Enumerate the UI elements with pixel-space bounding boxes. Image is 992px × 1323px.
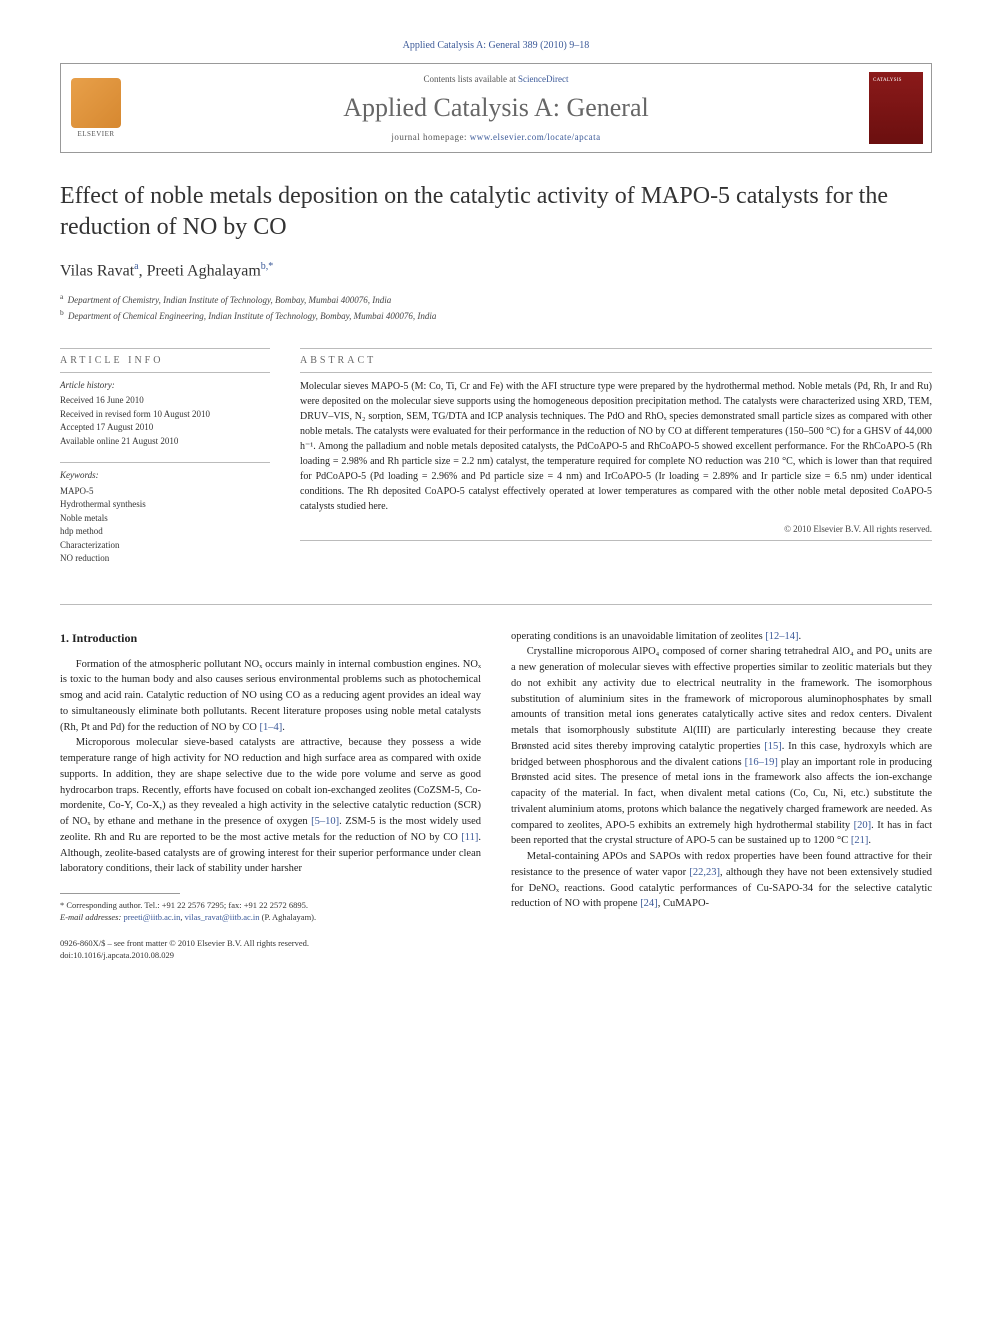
- affiliation-b: b Department of Chemical Engineering, In…: [60, 307, 932, 324]
- abstract-text: Molecular sieves MAPO-5 (M: Co, Ti, Cr a…: [300, 379, 932, 514]
- ref-link[interactable]: [11]: [461, 832, 478, 843]
- corresponding-author: * Corresponding author. Tel.: +91 22 257…: [60, 900, 481, 912]
- article-title: Effect of noble metals deposition on the…: [60, 181, 932, 243]
- intro-para-2-cont: operating conditions is an unavoidable l…: [511, 629, 932, 645]
- email-link[interactable]: vilas_ravat@iitb.ac.in: [185, 912, 260, 922]
- elsevier-label: ELSEVIER: [77, 130, 114, 138]
- body-column-right: operating conditions is an unavoidable l…: [511, 629, 932, 962]
- contents-line: Contents lists available at ScienceDirec…: [139, 74, 853, 84]
- elsevier-logo: ELSEVIER: [61, 64, 131, 152]
- doi-line: doi:10.1016/j.apcata.2010.08.029: [60, 950, 481, 962]
- ref-link[interactable]: [16–19]: [745, 757, 778, 768]
- body-column-left: 1. Introduction Formation of the atmosph…: [60, 629, 481, 962]
- section-1-heading: 1. Introduction: [60, 629, 481, 647]
- keywords-block: Keywords: MAPO-5 Hydrothermal synthesis …: [60, 469, 270, 566]
- footnotes: * Corresponding author. Tel.: +91 22 257…: [60, 900, 481, 924]
- intro-para-1: Formation of the atmospheric pollutant N…: [60, 657, 481, 736]
- cover-image: [869, 72, 923, 144]
- homepage-link[interactable]: www.elsevier.com/locate/apcata: [470, 132, 601, 142]
- email-line: E-mail addresses: preeti@iitb.ac.in, vil…: [60, 912, 481, 924]
- journal-title: Applied Catalysis A: General: [139, 93, 853, 123]
- history-line: Available online 21 August 2010: [60, 435, 270, 449]
- abstract-label: ABSTRACT: [300, 355, 932, 366]
- keyword: MAPO-5: [60, 485, 270, 499]
- sciencedirect-link[interactable]: ScienceDirect: [518, 74, 568, 84]
- footnote-separator: [60, 893, 180, 894]
- affiliation-a: a Department of Chemistry, Indian Instit…: [60, 291, 932, 308]
- intro-para-4: Metal-containing APOs and SAPOs with red…: [511, 849, 932, 912]
- ref-link[interactable]: [15]: [764, 741, 782, 752]
- ref-link[interactable]: [12–14]: [765, 631, 798, 642]
- header-center: Contents lists available at ScienceDirec…: [131, 64, 861, 152]
- journal-header-box: ELSEVIER Contents lists available at Sci…: [60, 63, 932, 153]
- ref-link[interactable]: [5–10]: [311, 816, 339, 827]
- history-line: Received 16 June 2010: [60, 394, 270, 408]
- ref-link[interactable]: [20]: [854, 820, 872, 831]
- keyword: NO reduction: [60, 552, 270, 566]
- history-label: Article history:: [60, 379, 270, 393]
- homepage-line: journal homepage: www.elsevier.com/locat…: [139, 132, 853, 142]
- ref-link[interactable]: [21]: [851, 835, 869, 846]
- intro-para-3: Crystalline microporous AlPO₄ composed o…: [511, 644, 932, 849]
- elsevier-tree-icon: [71, 78, 121, 128]
- homepage-prefix: journal homepage:: [391, 132, 469, 142]
- affiliations: a Department of Chemistry, Indian Instit…: [60, 291, 932, 324]
- history-line: Accepted 17 August 2010: [60, 421, 270, 435]
- abstract-column: ABSTRACT Molecular sieves MAPO-5 (M: Co,…: [300, 342, 932, 580]
- contents-prefix: Contents lists available at: [424, 74, 518, 84]
- keywords-label: Keywords:: [60, 469, 270, 483]
- email-link[interactable]: preeti@iitb.ac.in: [123, 912, 180, 922]
- authors: Vilas Ravata, Preeti Aghalayamb,*: [60, 261, 932, 280]
- journal-citation: Applied Catalysis A: General 389 (2010) …: [60, 40, 932, 51]
- keyword: Hydrothermal synthesis: [60, 498, 270, 512]
- ref-link[interactable]: [22,23]: [689, 867, 720, 878]
- keyword: Characterization: [60, 539, 270, 553]
- article-history-block: Article history: Received 16 June 2010 R…: [60, 379, 270, 449]
- keyword: hdp method: [60, 525, 270, 539]
- body-columns: 1. Introduction Formation of the atmosph…: [60, 629, 932, 962]
- ref-link[interactable]: [24]: [640, 898, 658, 909]
- issn-copyright: 0926-860X/$ – see front matter © 2010 El…: [60, 938, 481, 962]
- keyword: Noble metals: [60, 512, 270, 526]
- ref-link[interactable]: [1–4]: [259, 722, 282, 733]
- issn-line: 0926-860X/$ – see front matter © 2010 El…: [60, 938, 481, 950]
- article-info-column: ARTICLE INFO Article history: Received 1…: [60, 342, 270, 580]
- intro-para-2: Microporous molecular sieve-based cataly…: [60, 735, 481, 877]
- article-info-label: ARTICLE INFO: [60, 355, 270, 366]
- history-line: Received in revised form 10 August 2010: [60, 408, 270, 422]
- cover-thumbnail: [861, 64, 931, 152]
- copyright-line: © 2010 Elsevier B.V. All rights reserved…: [300, 524, 932, 534]
